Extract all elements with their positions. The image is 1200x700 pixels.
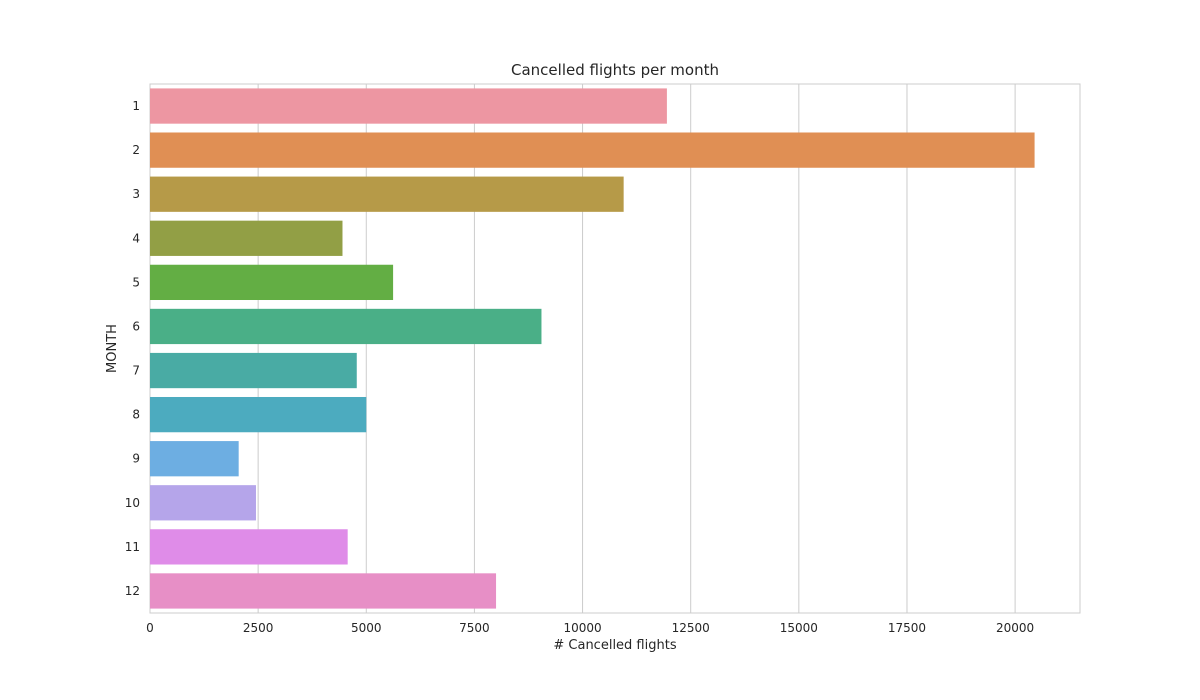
bar-month-6 <box>150 308 542 345</box>
bar-month-12 <box>150 573 497 609</box>
y-tick-label: 1 <box>132 99 140 113</box>
bar-month-9 <box>150 441 239 477</box>
x-tick-labels: 0 2500 5000 7500 10000 12500 15000 17500 20000 <box>146 621 1034 635</box>
x-tick-label: 0 <box>146 621 154 635</box>
y-tick-label: 11 <box>125 540 140 554</box>
bar-month-3 <box>150 176 624 212</box>
bar-month-1 <box>150 88 667 124</box>
y-tick-label: 2 <box>132 143 140 157</box>
x-tick-label: 10000 <box>563 621 601 635</box>
y-tick-label: 9 <box>132 452 140 466</box>
y-tick-label: 7 <box>132 364 140 378</box>
y-tick-label: 6 <box>132 319 140 333</box>
bar-month-7 <box>150 352 357 389</box>
x-tick-label: 7500 <box>459 621 490 635</box>
y-tick-label: 12 <box>125 584 140 598</box>
plot-area-frame <box>149 83 1081 614</box>
x-tick-label: 15000 <box>780 621 818 635</box>
x-tick-label: 5000 <box>351 621 382 635</box>
x-tick-label: 2500 <box>243 621 274 635</box>
y-tick-label: 8 <box>132 408 140 422</box>
bar-month-4 <box>150 220 343 256</box>
y-axis-label: MONTH <box>105 324 120 373</box>
y-tick-label: 3 <box>132 187 140 201</box>
bars <box>150 88 1035 609</box>
y-tick-label: 5 <box>132 275 140 289</box>
x-axis-label: # Cancelled flights <box>553 638 676 653</box>
chart-title: Cancelled flights per month <box>511 61 719 79</box>
bar-month-5 <box>150 264 394 301</box>
bar-month-2 <box>150 132 1035 168</box>
y-tick-label: 4 <box>132 231 140 245</box>
bar-month-10 <box>150 485 256 521</box>
y-tick-label: 10 <box>125 496 140 510</box>
bar-month-8 <box>150 396 367 433</box>
bar-month-11 <box>150 529 348 565</box>
grid-lines <box>149 84 1016 613</box>
x-tick-label: 20000 <box>996 621 1034 635</box>
x-tick-label: 17500 <box>888 621 926 635</box>
x-tick-label: 12500 <box>672 621 710 635</box>
